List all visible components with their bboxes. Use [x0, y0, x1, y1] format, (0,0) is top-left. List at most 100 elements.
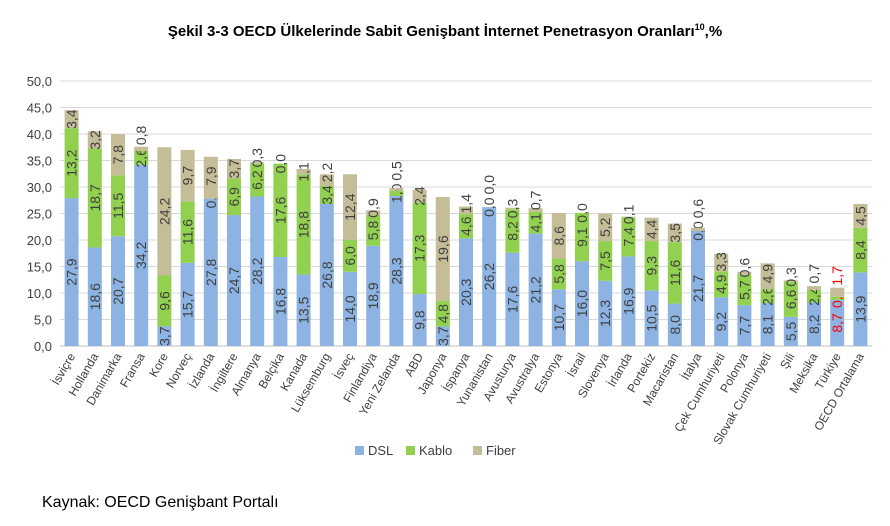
bar-segment-kablo — [621, 217, 636, 257]
bar-segment-dsl — [412, 294, 427, 346]
bar-segment-kablo — [366, 215, 381, 246]
data-label: 16,9 — [620, 287, 636, 314]
bar-segment-fiber — [134, 146, 149, 151]
data-label: 3,7 — [156, 326, 172, 346]
data-label: 4,5 — [852, 206, 868, 226]
data-label: 28,3 — [388, 257, 404, 284]
data-label: 2,4 — [806, 286, 822, 306]
data-label: 26,8 — [319, 261, 335, 288]
bar-segment-dsl — [621, 256, 636, 346]
data-label: 8,1 — [760, 315, 776, 335]
data-label: 8,4 — [852, 240, 868, 260]
data-label: 2,2 — [319, 163, 335, 183]
bar-segment-kablo — [667, 242, 682, 304]
bar-segment-dsl — [737, 305, 752, 346]
bar-segment-dsl — [551, 289, 566, 346]
bar-segment-dsl — [366, 245, 381, 346]
bar-segment-kablo — [250, 163, 265, 197]
data-label: 7,9 — [203, 166, 219, 186]
bar-segment-dsl — [575, 261, 589, 346]
data-label: 15,7 — [180, 291, 196, 318]
data-label: 27,8 — [203, 258, 219, 285]
data-label: 0,0 — [481, 175, 497, 195]
bar-segment-fiber — [227, 158, 241, 179]
bar-segment-fiber — [621, 216, 636, 218]
data-label: 18,9 — [365, 282, 381, 309]
bar-segment-fiber — [807, 286, 821, 290]
data-label: 0,0 — [481, 197, 497, 217]
bar-segment-kablo — [87, 148, 102, 248]
bar-segment-fiber — [598, 213, 613, 242]
bar-segment-dsl — [343, 271, 357, 346]
title-text: Şekil 3-3 OECD Ülkelerinde Sabit Genişba… — [167, 23, 695, 40]
bar-segment-dsl — [482, 207, 497, 346]
bar-segment-kablo — [760, 289, 775, 304]
bar-segment-fiber — [343, 174, 357, 240]
data-label: 5,8 — [365, 221, 381, 241]
bar-segment-dsl — [111, 236, 125, 346]
bar-segment-fiber — [714, 253, 729, 272]
bar-segment-kablo — [227, 178, 241, 216]
data-label: 5,5 — [783, 321, 799, 341]
data-label: 3,4 — [64, 109, 80, 129]
data-label: 8,2 — [806, 314, 822, 334]
data-label: 3,5 — [667, 223, 683, 243]
bar-segment-dsl — [459, 238, 473, 346]
data-label: 4,9 — [760, 264, 776, 284]
chart-title: Şekil 3-3 OECD Ülkelerinde Sabit Genişba… — [0, 22, 890, 40]
data-label: 0,1 — [620, 204, 636, 224]
data-label: 4,9 — [713, 274, 729, 294]
bar-segment-kablo — [528, 211, 543, 234]
bar-segment-kablo — [273, 163, 288, 257]
data-label: 12,4 — [342, 193, 358, 220]
data-label: 3,4 — [319, 185, 335, 205]
bar-segment-dsl — [180, 262, 195, 346]
title-footnote: 10 — [694, 22, 705, 32]
data-label: 1,1 — [296, 162, 312, 182]
data-label: 7,4 — [620, 227, 636, 247]
data-label: 17,6 — [504, 286, 520, 313]
bar-segment-fiber — [296, 168, 311, 175]
bar-segment-dsl — [319, 203, 334, 346]
legend-label: Kablo — [419, 443, 452, 458]
data-label: 14,0 — [342, 295, 358, 322]
bar-segment-kablo — [714, 271, 729, 298]
data-label: 0,3 — [504, 199, 520, 219]
bar-segment-fiber — [783, 280, 798, 282]
data-label: 4,8 — [435, 304, 451, 324]
bar-segment-dsl — [691, 230, 705, 346]
bar-segment-fiber — [180, 149, 195, 202]
data-label: 20,3 — [458, 278, 474, 305]
data-label: 7,7 — [736, 316, 752, 336]
legend-label: DSL — [368, 443, 393, 458]
bar-segment-dsl — [389, 196, 404, 346]
bar-segment-kablo — [180, 201, 195, 263]
data-label: 9,3 — [644, 256, 660, 276]
data-label: 7,5 — [597, 251, 613, 271]
bar-segment-fiber — [528, 208, 543, 212]
bar-segment-dsl — [134, 164, 149, 346]
data-label: 6,6 — [783, 289, 799, 309]
data-label: 0,5 — [388, 161, 404, 181]
bar-segment-kablo — [551, 258, 566, 290]
data-label: 24,2 — [156, 198, 172, 225]
data-label: 0,6 — [736, 258, 752, 278]
bar-segment-kablo — [737, 274, 752, 306]
data-label: 6,2 — [249, 170, 265, 190]
bar-segment-dsl — [203, 198, 218, 346]
bar-segment-kablo — [783, 281, 798, 317]
data-label: 3,7 — [226, 159, 242, 179]
data-label: 24,7 — [226, 267, 242, 294]
data-label: 21,2 — [528, 276, 544, 303]
legend-swatch — [406, 446, 415, 455]
data-label: 8,6 — [551, 226, 567, 246]
data-label: 0,0 — [574, 203, 590, 223]
data-label: 17,3 — [412, 234, 428, 261]
data-label: 12,3 — [597, 300, 613, 327]
data-label: 21,7 — [690, 275, 706, 302]
bar-segment-fiber — [366, 210, 381, 216]
data-label: 5,7 — [736, 280, 752, 300]
data-label: 34,2 — [133, 242, 149, 269]
data-label: 0,7 — [806, 264, 822, 284]
